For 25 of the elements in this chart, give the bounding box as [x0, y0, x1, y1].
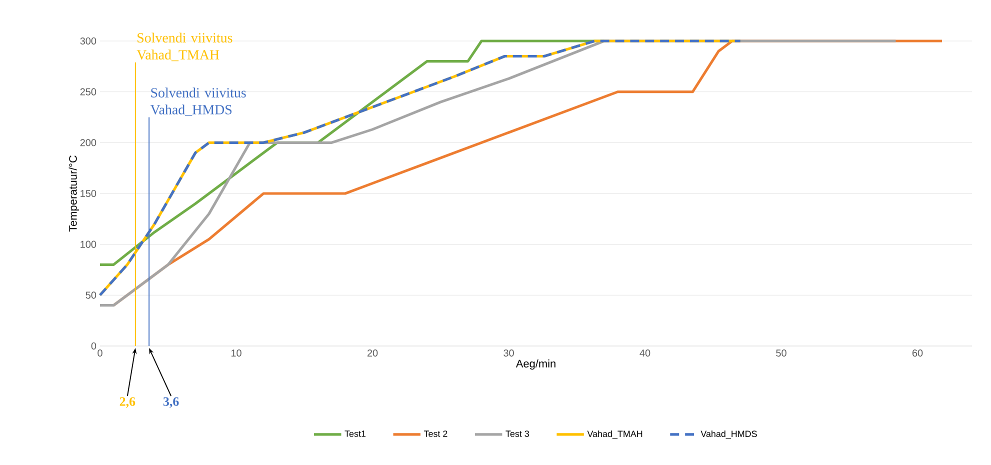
legend-label: Test 2 [424, 430, 448, 437]
x-axis-title: Aeg/min [516, 359, 556, 370]
y-tick-label: 200 [80, 139, 96, 146]
y-tick-label: 0 [91, 342, 96, 350]
x-tick-label: 60 [912, 350, 923, 357]
y-tick-label: 150 [80, 190, 96, 198]
ref-line-label: Solvendi viivitus Vahad_TMAH [136, 32, 232, 62]
x-tick-label: 0 [98, 350, 102, 357]
legend-label: Test1 [344, 430, 366, 437]
x-tick-label: 30 [504, 350, 514, 357]
x-tick-label: 10 [231, 350, 242, 357]
ref-line-label: Solvendi viivitus Vahad_HMDS [150, 88, 246, 116]
legend-label: Vahad_HMDS [700, 430, 757, 439]
annotation: 2,6 [120, 397, 136, 408]
y-tick-label: 50 [86, 292, 96, 299]
y-tick-label: 100 [80, 240, 96, 248]
legend-label: Vahad_TMAH [587, 430, 642, 439]
x-tick-label: 20 [367, 350, 378, 357]
legend-label: Test 3 [506, 430, 529, 437]
x-tick-label: 40 [640, 350, 650, 357]
y-tick-label: 300 [80, 37, 96, 45]
annotation: 3,6 [163, 397, 179, 408]
y-tick-label: 250 [80, 88, 96, 96]
y-axis-title: Temperatuur/°C [68, 155, 80, 232]
x-tick-label: 50 [776, 350, 786, 357]
